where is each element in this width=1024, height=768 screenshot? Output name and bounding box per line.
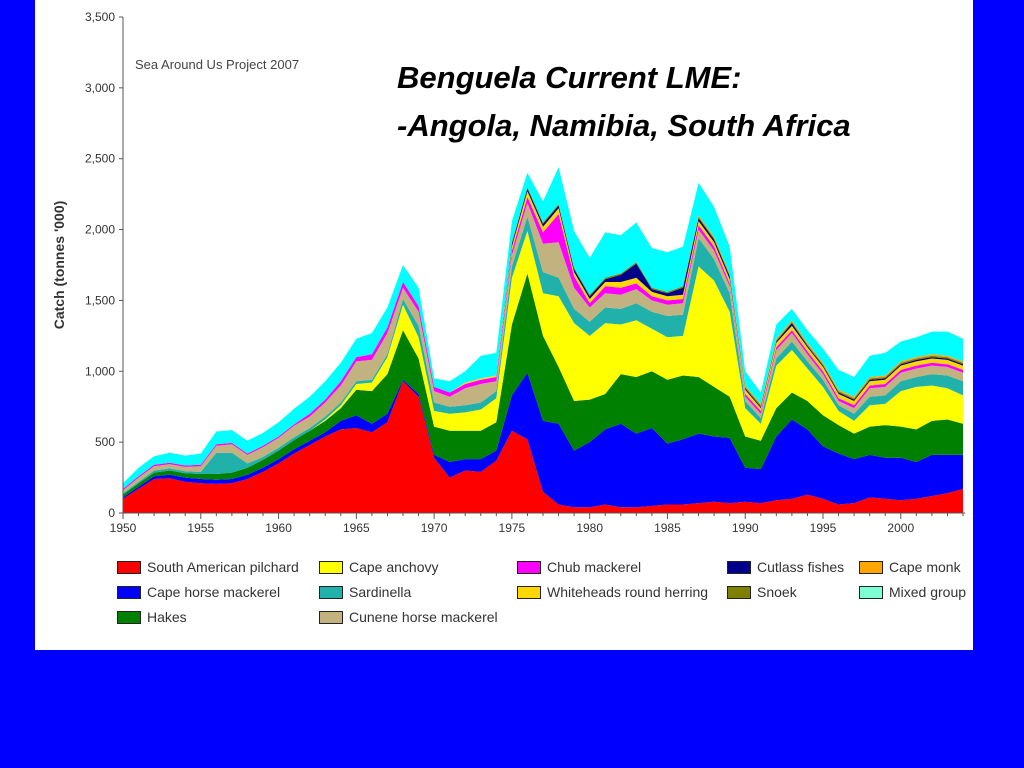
legend-label: South American pilchard	[147, 559, 299, 575]
legend-swatch	[859, 585, 883, 599]
legend-swatch	[117, 610, 141, 624]
y-tick-label: 3,000	[85, 81, 115, 95]
area-hakes	[123, 273, 963, 498]
chart-panel: 0 500 1,000 1,500 2,000 2,500 3,000 3,500 1950 19…	[35, 0, 973, 650]
legend-item: Cape horse mackerel	[117, 584, 280, 600]
legend-label: Hakes	[147, 609, 187, 625]
legend-swatch	[727, 560, 751, 574]
legend-item: Sardinella	[319, 584, 411, 600]
y-tick-label: 1,000	[85, 364, 115, 378]
legend-item: Whiteheads round herring	[517, 584, 708, 600]
legend-swatch	[859, 560, 883, 574]
legend-label: Cunene horse mackerel	[349, 609, 498, 625]
area-cape-horse-mackerel	[123, 372, 963, 508]
source-note: Sea Around Us Project 2007	[135, 57, 299, 72]
x-tick-label: 2000	[887, 521, 914, 535]
area-cape-anchovy	[123, 231, 963, 495]
x-tick-label: 1995	[810, 521, 837, 535]
area-south-american-pilchard	[123, 381, 963, 513]
legend-item: Cutlass fishes	[727, 559, 844, 575]
legend-swatch	[117, 585, 141, 599]
x-tick-label: 1960	[265, 521, 292, 535]
y-tick-label: 2,500	[85, 152, 115, 166]
legend-swatch	[319, 560, 343, 574]
area-sardinella	[123, 216, 963, 495]
legend-label: Chub mackerel	[547, 559, 642, 575]
y-tick-label: 3,500	[85, 10, 115, 24]
y-tick-label: 2,000	[85, 223, 115, 237]
legend-label: Cape anchovy	[349, 559, 439, 575]
legend-item: Chub mackerel	[517, 559, 641, 575]
slide-title-line1: Benguela Current LME:	[397, 60, 742, 95]
legend-label: Mixed group	[889, 584, 967, 600]
legend-item: Hakes	[117, 609, 187, 625]
y-tick-label: 1,500	[85, 293, 115, 307]
legend-swatch	[319, 585, 343, 599]
slide-title-line2: -Angola, Namibia, South Africa	[397, 108, 851, 143]
legend-label: Cutlass fishes	[757, 559, 845, 575]
legend-label: Cape horse mackerel	[147, 584, 281, 600]
x-tick-label: 1990	[732, 521, 759, 535]
x-tick-label: 1950	[110, 521, 137, 535]
x-tick-label: 1965	[343, 521, 370, 535]
legend-swatch	[517, 560, 541, 574]
legend-item: Snoek	[727, 584, 797, 600]
legend-item: Cunene horse mackerel	[319, 609, 498, 625]
x-tick-label: 1985	[654, 521, 681, 535]
legend-label: Cape monk	[889, 559, 961, 575]
legend-item: Cape anchovy	[319, 559, 439, 575]
legend-item: Cape monk	[859, 559, 961, 575]
y-tick-label: 0	[108, 506, 115, 520]
x-tick-label: 1970	[421, 521, 448, 535]
legend-swatch	[727, 585, 751, 599]
legend-swatch	[319, 610, 343, 624]
legend-swatch	[117, 560, 141, 574]
stacked-area-chart: 0 500 1,000 1,500 2,000 2,500 3,000 3,500 1950 19…	[51, 10, 965, 535]
legend-swatch	[517, 585, 541, 599]
legend-item: Mixed group	[859, 584, 966, 600]
area-cunene-horse-mackerel	[123, 202, 963, 494]
legend-label: Sardinella	[349, 584, 412, 600]
x-tick-label: 1975	[499, 521, 526, 535]
legend-label: Snoek	[757, 584, 797, 600]
x-tick-label: 1955	[187, 521, 214, 535]
legend-item: South American pilchard	[117, 559, 299, 575]
y-tick-label: 500	[95, 435, 115, 449]
y-axis-label: Catch (tonnes '000)	[51, 201, 67, 330]
legend-label: Whiteheads round herring	[547, 584, 709, 600]
x-tick-label: 1980	[576, 521, 603, 535]
